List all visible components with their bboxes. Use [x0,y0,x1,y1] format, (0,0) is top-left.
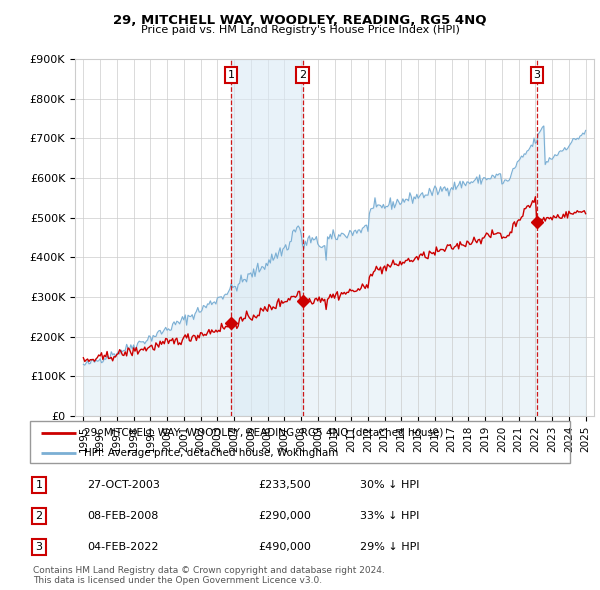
Text: 29% ↓ HPI: 29% ↓ HPI [360,542,419,552]
Text: 29, MITCHELL WAY, WOODLEY, READING, RG5 4NQ (detached house): 29, MITCHELL WAY, WOODLEY, READING, RG5 … [84,428,443,438]
Text: HPI: Average price, detached house, Wokingham: HPI: Average price, detached house, Woki… [84,448,338,457]
Text: 08-FEB-2008: 08-FEB-2008 [87,511,158,521]
Text: 3: 3 [533,70,541,80]
Text: 1: 1 [35,480,43,490]
Text: 27-OCT-2003: 27-OCT-2003 [87,480,160,490]
Text: £490,000: £490,000 [258,542,311,552]
Text: £290,000: £290,000 [258,511,311,521]
Text: 3: 3 [35,542,43,552]
Text: 2: 2 [299,70,306,80]
Bar [231,59,302,416]
Text: £233,500: £233,500 [258,480,311,490]
Text: 29, MITCHELL WAY, WOODLEY, READING, RG5 4NQ: 29, MITCHELL WAY, WOODLEY, READING, RG5 … [113,14,487,27]
Text: 30% ↓ HPI: 30% ↓ HPI [360,480,419,490]
Text: 1: 1 [227,70,235,80]
Text: Contains HM Land Registry data © Crown copyright and database right 2024.
This d: Contains HM Land Registry data © Crown c… [33,566,385,585]
Text: 33% ↓ HPI: 33% ↓ HPI [360,511,419,521]
Text: 2: 2 [35,511,43,521]
Text: 04-FEB-2022: 04-FEB-2022 [87,542,158,552]
Text: Price paid vs. HM Land Registry's House Price Index (HPI): Price paid vs. HM Land Registry's House … [140,25,460,35]
